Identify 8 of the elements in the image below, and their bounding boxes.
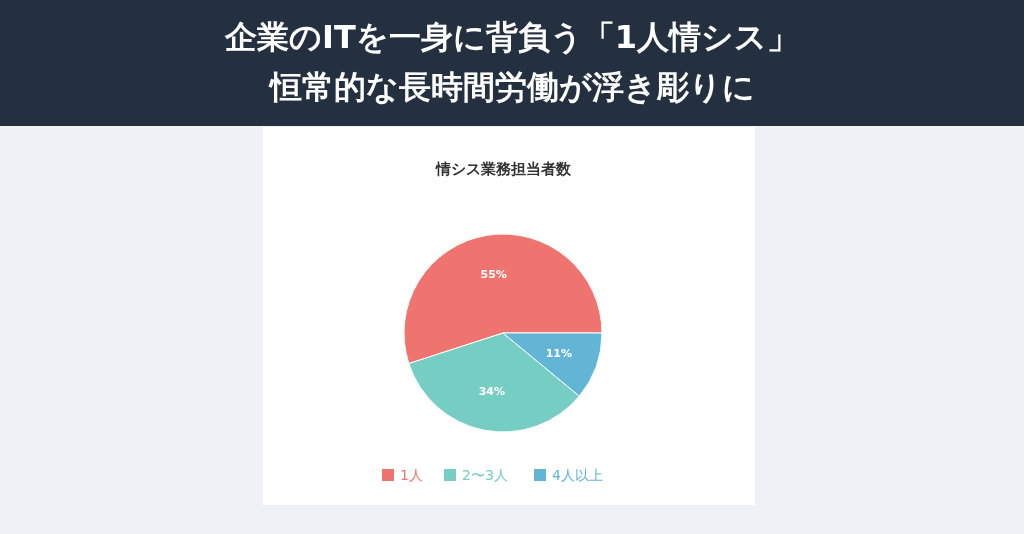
data-label: 55% (480, 268, 507, 282)
legend-label: 4人以上 (552, 467, 603, 483)
chart-title: 企業のITを一身に背負う「1人情シス」恒常的な長時間労働が浮き彫りに (224, 18, 799, 106)
legend-label: 2〜3人 (462, 467, 508, 483)
data-label: 34% (478, 385, 506, 399)
legend-label: 1人 (400, 467, 423, 483)
chart-subtitle: 情シス業務担当者数 (434, 160, 572, 178)
data-label: 11% (545, 347, 573, 361)
